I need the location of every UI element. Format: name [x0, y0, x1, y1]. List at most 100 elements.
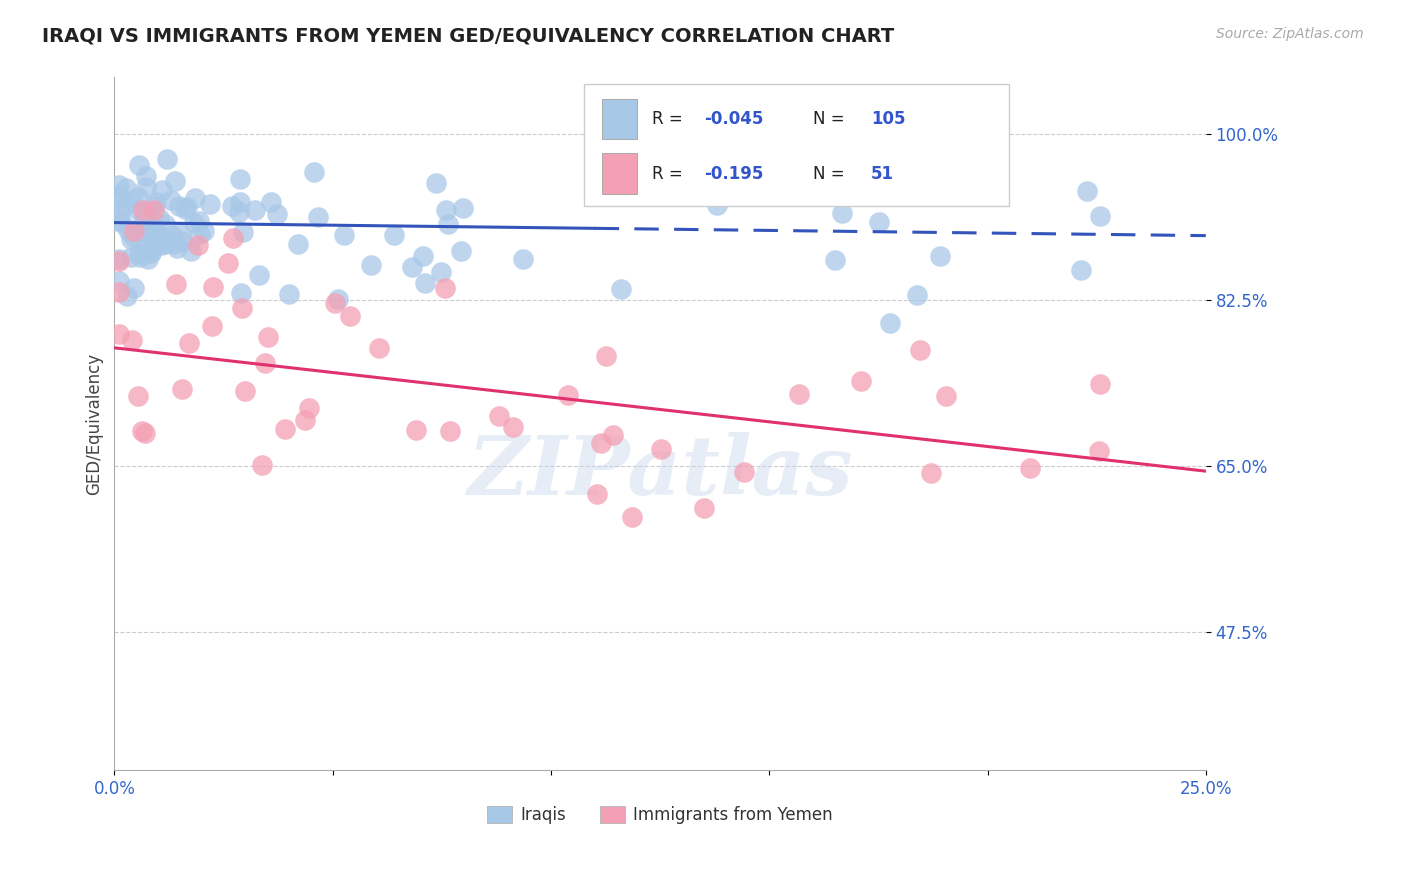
Point — [143, 220, 166, 235]
Point — [201, 279, 224, 293]
Text: N =: N = — [813, 164, 845, 183]
Point — [201, 318, 224, 333]
Point — [325, 296, 347, 310]
Point — [650, 442, 672, 457]
Point — [198, 196, 221, 211]
Point — [163, 174, 186, 188]
Point — [180, 244, 202, 259]
Point — [232, 225, 254, 239]
Point — [512, 252, 534, 267]
Point — [132, 211, 155, 226]
Point — [155, 217, 177, 231]
Point — [122, 224, 145, 238]
Point — [1088, 376, 1111, 391]
Point — [425, 176, 447, 190]
Point — [929, 249, 952, 263]
Point — [183, 216, 205, 230]
Point — [107, 188, 129, 202]
Point — [128, 251, 150, 265]
Point — [132, 203, 155, 218]
Point — [436, 217, 458, 231]
Point — [114, 199, 136, 213]
Point — [132, 227, 155, 242]
Point — [136, 207, 159, 221]
Point — [908, 343, 931, 357]
Point — [693, 500, 716, 515]
Point — [401, 260, 423, 274]
Point — [360, 259, 382, 273]
Point — [107, 326, 129, 341]
Point — [120, 250, 142, 264]
Point — [298, 401, 321, 416]
Point — [488, 409, 510, 423]
Text: IRAQI VS IMMIGRANTS FROM YEMEN GED/EQUIVALENCY CORRELATION CHART: IRAQI VS IMMIGRANTS FROM YEMEN GED/EQUIV… — [42, 27, 894, 45]
Point — [277, 287, 299, 301]
Point — [231, 301, 253, 316]
Point — [111, 216, 134, 230]
FancyBboxPatch shape — [602, 153, 637, 194]
Point — [150, 237, 173, 252]
Y-axis label: GED/Equivalency: GED/Equivalency — [86, 352, 103, 495]
Point — [139, 244, 162, 259]
Point — [247, 268, 270, 283]
Point — [138, 252, 160, 267]
Point — [127, 190, 149, 204]
Point — [153, 237, 176, 252]
Point — [250, 458, 273, 472]
Point — [187, 238, 209, 252]
Point — [434, 203, 457, 218]
Point — [193, 224, 215, 238]
Point — [228, 205, 250, 219]
Point — [134, 224, 156, 238]
Point — [602, 428, 624, 442]
Point — [135, 222, 157, 236]
Point — [107, 205, 129, 219]
Point — [934, 178, 956, 192]
Point — [1070, 263, 1092, 277]
FancyBboxPatch shape — [602, 99, 637, 139]
Point — [935, 389, 957, 403]
Point — [1019, 461, 1042, 475]
Point — [131, 247, 153, 261]
Point — [121, 194, 143, 208]
Point — [412, 249, 434, 263]
Point — [134, 425, 156, 440]
Point — [176, 200, 198, 214]
Point — [131, 220, 153, 235]
Point — [188, 227, 211, 242]
Point — [107, 253, 129, 268]
Point — [127, 202, 149, 216]
Point — [879, 316, 901, 330]
Text: ZIPatlas: ZIPatlas — [467, 433, 853, 512]
Point — [382, 227, 405, 242]
Point — [107, 214, 129, 228]
Point — [131, 425, 153, 439]
Point — [150, 228, 173, 243]
Point — [145, 194, 167, 209]
Point — [274, 422, 297, 436]
Point — [307, 210, 329, 224]
Point — [253, 356, 276, 370]
Point — [139, 245, 162, 260]
Point — [188, 214, 211, 228]
Point — [117, 223, 139, 237]
Point — [706, 198, 728, 212]
Point — [260, 195, 283, 210]
Point — [142, 234, 165, 248]
Text: -0.195: -0.195 — [704, 164, 763, 183]
Point — [142, 199, 165, 213]
Point — [287, 237, 309, 252]
FancyBboxPatch shape — [583, 85, 1010, 205]
Point — [135, 180, 157, 194]
Point — [128, 246, 150, 260]
Point — [139, 227, 162, 242]
Point — [257, 329, 280, 343]
Point — [229, 194, 252, 209]
Text: R =: R = — [652, 164, 689, 183]
Point — [107, 252, 129, 266]
Point — [135, 169, 157, 183]
Point — [1076, 184, 1098, 198]
Point — [217, 256, 239, 270]
Point — [156, 235, 179, 249]
Point — [107, 285, 129, 299]
